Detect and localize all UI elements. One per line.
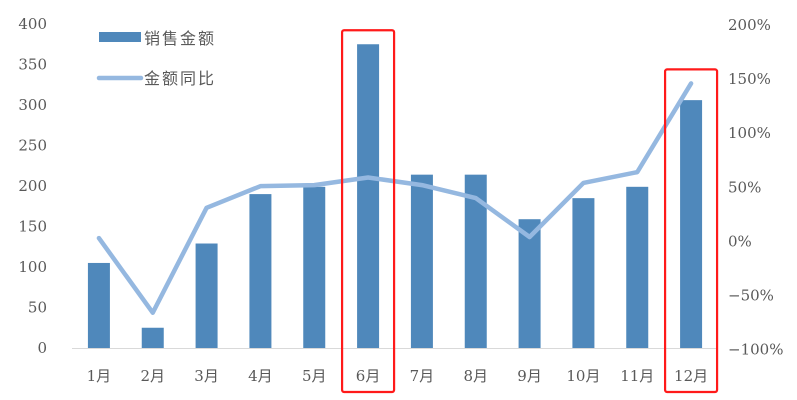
x-tick-label: 6月 [356,367,381,385]
bar-11月 [626,186,649,348]
left-tick-label: 350 [18,56,47,74]
right-tick-label: −100% [728,341,783,359]
x-axis-labels: 1月 2月 3月 4月 5月 6月 7月 8月 9月 10月 11月 12月 [87,367,708,385]
x-tick-label: 3月 [194,367,219,385]
x-tick-label: 5月 [302,367,327,385]
bar-10月 [572,198,595,348]
bar-1月 [87,262,110,348]
x-tick-label: 7月 [410,367,435,385]
right-tick-label: 100% [728,124,771,142]
left-tick-label: 300 [18,96,47,114]
highlight-box-12月 [663,68,719,394]
left-tick-label: 250 [18,137,47,155]
legend-label-sales: 销售金额 [144,29,216,48]
bar-8月 [464,174,487,348]
left-tick-label: 100 [18,258,47,276]
left-tick-label: 200 [18,177,47,195]
right-tick-label: 0% [728,232,752,250]
right-tick-label: 150% [728,70,771,88]
x-tick-label: 11月 [620,367,654,385]
left-axis: 0 50 100 150 200 250 300 350 400 [18,15,47,357]
bar-series [87,44,703,348]
bar-12月 [680,100,703,348]
right-tick-label: 50% [728,178,761,196]
x-tick-label: 9月 [517,367,542,385]
bar-3月 [195,243,218,348]
highlight-boxes [340,29,719,394]
right-tick-label: 200% [728,16,771,34]
bar-5月 [303,186,326,348]
bar-7月 [410,174,433,348]
bar-2月 [141,327,164,348]
left-tick-label: 50 [28,299,47,317]
x-tick-label: 12月 [674,367,708,385]
left-tick-label: 0 [37,339,47,357]
bar-9月 [518,219,541,348]
legend-label-yoy: 金额同比 [144,69,216,88]
bar-4月 [249,194,272,348]
right-tick-label: −50% [728,286,774,304]
right-axis: −100% −50% 0% 50% 100% 150% 200% [728,16,783,359]
left-tick-label: 150 [18,218,47,236]
legend: 销售金额 金额同比 [96,29,216,88]
legend-swatch-bar [99,32,141,42]
highlight-box-6月 [340,29,396,394]
x-tick-label: 4月 [248,367,273,385]
x-tick-label: 10月 [566,367,600,385]
left-tick-label: 400 [18,15,47,33]
x-tick-label: 1月 [87,367,112,385]
x-tick-label: 8月 [463,367,488,385]
bar-6月 [357,44,380,348]
x-tick-label: 2月 [140,367,165,385]
